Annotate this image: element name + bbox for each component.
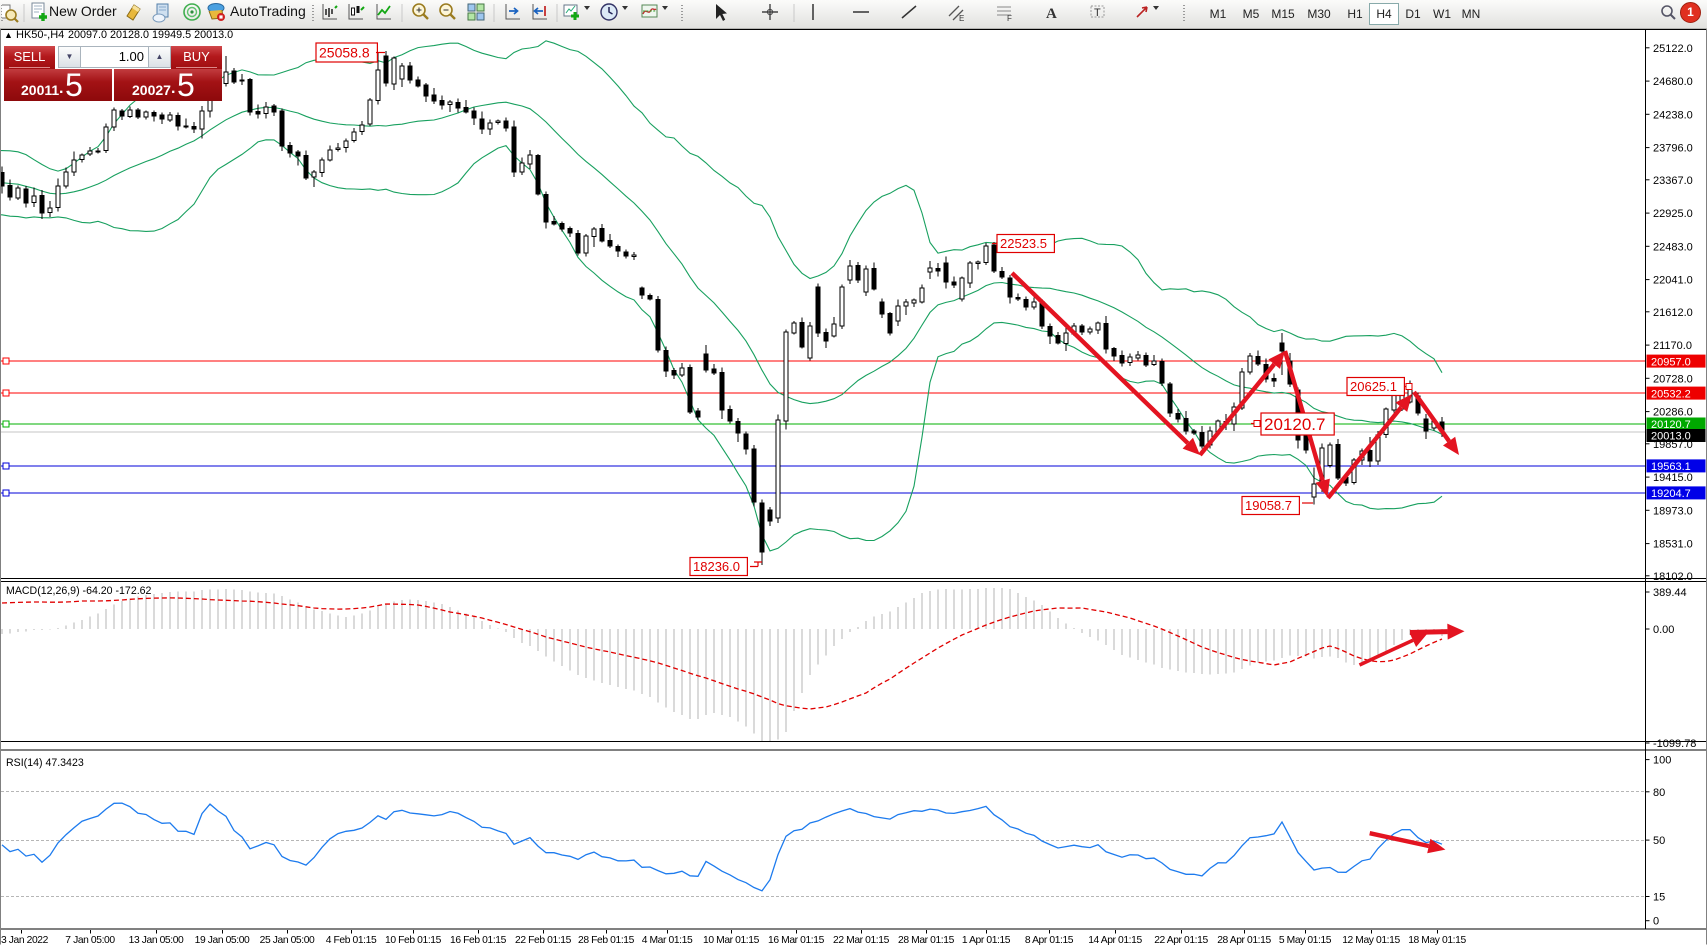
svg-text:4 Mar 01:15: 4 Mar 01:15 (642, 935, 693, 945)
svg-text:7 Jan 05:00: 7 Jan 05:00 (65, 935, 115, 945)
svg-text:80: 80 (1653, 787, 1665, 799)
svg-text:22523.5: 22523.5 (1000, 236, 1047, 251)
svg-text:20532.2: 20532.2 (1651, 388, 1691, 400)
svg-text:19415.0: 19415.0 (1653, 472, 1693, 484)
svg-text:19204.7: 19204.7 (1651, 488, 1691, 500)
svg-text:19058.7: 19058.7 (1245, 498, 1292, 513)
svg-text:10 Feb 01:15: 10 Feb 01:15 (385, 935, 442, 945)
svg-text:10 Mar 01:15: 10 Mar 01:15 (703, 935, 760, 945)
svg-text:T: T (1094, 7, 1101, 19)
svg-text:100: 100 (1653, 755, 1671, 767)
svg-text:20120.7: 20120.7 (1264, 415, 1325, 434)
svg-text:16 Feb 01:15: 16 Feb 01:15 (450, 935, 507, 945)
svg-text:20625.1: 20625.1 (1350, 379, 1397, 394)
svg-text:22 Mar 01:15: 22 Mar 01:15 (833, 935, 890, 945)
svg-text:18973.0: 18973.0 (1653, 505, 1693, 517)
svg-text:23367.0: 23367.0 (1653, 175, 1693, 187)
svg-text:-1099.78: -1099.78 (1653, 738, 1696, 750)
svg-text:28 Feb 01:15: 28 Feb 01:15 (578, 935, 635, 945)
svg-text:1 Apr 01:15: 1 Apr 01:15 (962, 935, 1011, 945)
svg-text:22 Apr 01:15: 22 Apr 01:15 (1154, 935, 1208, 945)
svg-text:21612.0: 21612.0 (1653, 307, 1693, 319)
svg-text:50: 50 (1653, 835, 1665, 847)
svg-text:0.00: 0.00 (1653, 624, 1674, 636)
svg-text:14 Apr 01:15: 14 Apr 01:15 (1088, 935, 1142, 945)
svg-text:20120.7: 20120.7 (1651, 419, 1691, 431)
svg-text:A: A (1046, 6, 1057, 22)
svg-text:18531.0: 18531.0 (1653, 539, 1693, 551)
svg-text:18 May 01:15: 18 May 01:15 (1408, 935, 1466, 945)
svg-text:20013.0: 20013.0 (1651, 431, 1691, 443)
svg-text:24680.0: 24680.0 (1653, 76, 1693, 88)
svg-text:20097.0 20128.0 19949.5 20013.: 20097.0 20128.0 19949.5 20013.0 (68, 29, 233, 41)
svg-text:15: 15 (1653, 892, 1665, 904)
svg-text:0: 0 (1653, 916, 1659, 928)
svg-text:389.44: 389.44 (1653, 587, 1687, 599)
svg-text:21170.0: 21170.0 (1653, 340, 1692, 352)
svg-text:28 Mar 01:15: 28 Mar 01:15 (898, 935, 955, 945)
svg-text:8 Apr 01:15: 8 Apr 01:15 (1025, 935, 1074, 945)
svg-text:E: E (959, 14, 964, 23)
svg-text:22 Feb 01:15: 22 Feb 01:15 (515, 935, 572, 945)
svg-text:19563.1: 19563.1 (1651, 461, 1691, 473)
svg-text:23796.0: 23796.0 (1653, 143, 1693, 155)
svg-text:3 Jan 2022: 3 Jan 2022 (1, 935, 49, 945)
svg-text:25122.0: 25122.0 (1653, 43, 1693, 55)
svg-text:18102.0: 18102.0 (1653, 571, 1693, 583)
svg-text:28 Apr 01:15: 28 Apr 01:15 (1217, 935, 1271, 945)
svg-text:5 May 01:15: 5 May 01:15 (1279, 935, 1332, 945)
svg-text:22925.0: 22925.0 (1653, 208, 1693, 220)
svg-text:25 Jan 05:00: 25 Jan 05:00 (260, 935, 315, 945)
svg-text:20957.0: 20957.0 (1651, 356, 1691, 368)
svg-text:13 Jan 05:00: 13 Jan 05:00 (129, 935, 184, 945)
svg-text:18236.0: 18236.0 (693, 559, 740, 574)
svg-text:4 Feb 01:15: 4 Feb 01:15 (326, 935, 377, 945)
svg-text:24238.0: 24238.0 (1653, 109, 1693, 121)
svg-text:25058.8: 25058.8 (319, 45, 370, 61)
svg-text:22041.0: 22041.0 (1653, 275, 1693, 287)
svg-text:20728.0: 20728.0 (1653, 373, 1693, 385)
svg-text:HK50-,H4: HK50-,H4 (16, 29, 64, 41)
svg-text:12 May 01:15: 12 May 01:15 (1342, 935, 1400, 945)
svg-text:F: F (1007, 14, 1012, 23)
svg-text:RSI(14) 47.3423: RSI(14) 47.3423 (6, 757, 84, 769)
svg-text:MACD(12,26,9) -64.20 -172.62: MACD(12,26,9) -64.20 -172.62 (6, 585, 152, 597)
svg-text:19 Jan 05:00: 19 Jan 05:00 (195, 935, 250, 945)
svg-text:20286.0: 20286.0 (1653, 407, 1693, 419)
svg-text:16 Mar 01:15: 16 Mar 01:15 (768, 935, 825, 945)
svg-text:22483.0: 22483.0 (1653, 241, 1693, 253)
svg-text:▲: ▲ (4, 30, 13, 40)
